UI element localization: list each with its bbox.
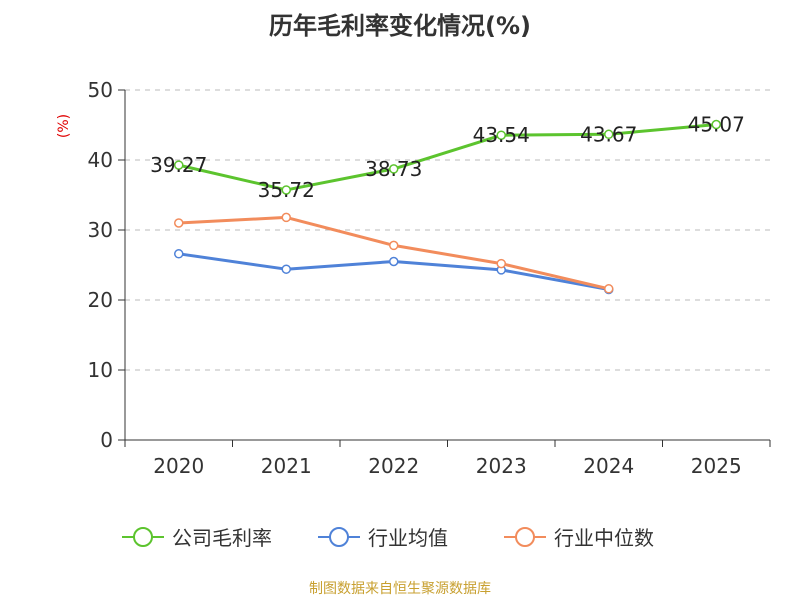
y-tick-label-10: 10 [88, 358, 113, 382]
data-label-2021: 35.72 [258, 178, 315, 202]
series-0-point-2023 [496, 130, 506, 140]
y-unit-label: (%) [56, 114, 72, 138]
data-label-2020: 39.27 [150, 153, 207, 177]
series-0-point-2022 [389, 164, 399, 174]
chart-title: 历年毛利率变化情况(%) [269, 12, 531, 40]
series-0-point-2021 [281, 185, 291, 195]
legend-swatch-marker-0 [133, 527, 153, 547]
series-2-point-2020 [174, 218, 184, 228]
legend-item-1: 行业均值 [318, 526, 448, 550]
legend-label-2: 行业中位数 [554, 526, 654, 550]
series-0-point-2020 [174, 160, 184, 170]
legend-item-0: 公司毛利率 [122, 526, 272, 550]
legend: 公司毛利率 行业均值 行业中位数 [122, 526, 654, 550]
legend-swatch-marker-2 [515, 527, 535, 547]
x-tick-label-2020: 2020 [153, 454, 204, 478]
legend-swatch-marker-1 [329, 527, 349, 547]
series-layer [174, 119, 721, 295]
series-0-point-2024 [604, 129, 614, 140]
legend-item-2: 行业中位数 [504, 526, 654, 550]
series-1-point-2020 [174, 249, 184, 259]
y-tick-label-20: 20 [88, 288, 113, 312]
y-tick-label-50: 50 [88, 78, 113, 102]
series-2-point-2021 [281, 212, 291, 223]
x-tick-label-2021: 2021 [261, 454, 312, 478]
series-0-point-2025 [711, 119, 721, 130]
series-2-point-2023 [496, 258, 506, 269]
data-labels: 39.27 35.72 38.73 43.54 43.67 45.07 [150, 113, 745, 202]
series-2-point-2022 [389, 240, 399, 251]
grid-lines [125, 89, 770, 371]
legend-label-1: 行业均值 [368, 526, 448, 550]
source-note: 制图数据来自恒生聚源数据库 [309, 581, 491, 597]
data-label-2022: 38.73 [365, 157, 422, 181]
y-tick-label-0: 0 [100, 428, 113, 452]
x-tick-label-2022: 2022 [368, 454, 419, 478]
x-tick-label-2024: 2024 [583, 454, 634, 478]
series-2-point-2024 [604, 284, 614, 294]
series-line-0 [178, 123, 717, 192]
x-tick-label-2023: 2023 [476, 454, 527, 478]
series-1-point-2022 [389, 256, 399, 267]
y-tick-label-40: 40 [88, 148, 113, 172]
legend-label-0: 公司毛利率 [172, 526, 272, 550]
data-label-2023: 43.54 [473, 123, 530, 147]
x-tick-label-2025: 2025 [691, 454, 742, 478]
axes: 0 10 20 30 40 50 (%) 2020 2021 2022 2023 2024 2025 [56, 78, 771, 478]
series-1-point-2021 [281, 264, 291, 274]
y-tick-label-30: 30 [88, 218, 113, 242]
data-label-2024: 43.67 [580, 122, 637, 146]
data-label-2025: 45.07 [688, 113, 745, 137]
